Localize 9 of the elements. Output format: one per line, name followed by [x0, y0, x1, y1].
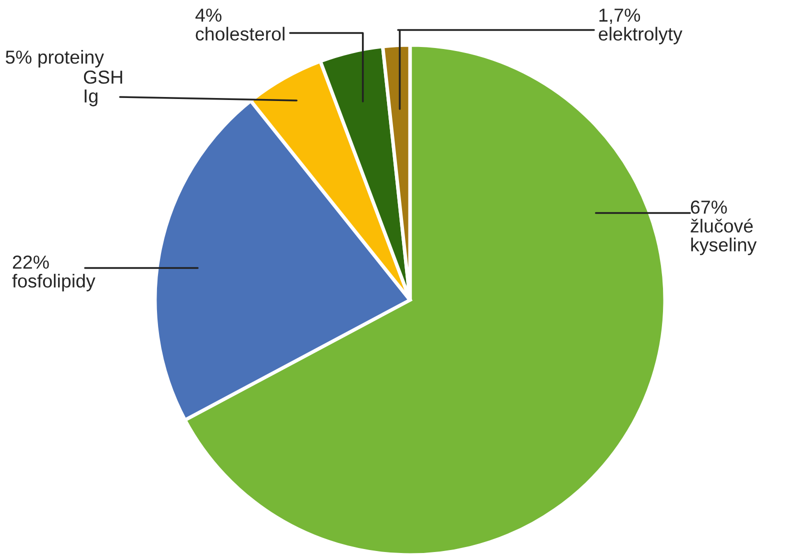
slice-label: cholesterol	[196, 26, 284, 41]
data-label: 22%	[12, 255, 49, 269]
data-label: 1,7%	[599, 8, 640, 24]
data-label: 67%	[690, 200, 727, 214]
slice-label: elektrolyty	[598, 26, 682, 44]
slice-label: fosfolipidy	[12, 274, 96, 292]
data-label: 4%	[195, 8, 222, 22]
slice-label: 5% proteiny GSH Ig	[6, 50, 122, 106]
slice-label: žlučové kyseliny	[690, 218, 757, 256]
